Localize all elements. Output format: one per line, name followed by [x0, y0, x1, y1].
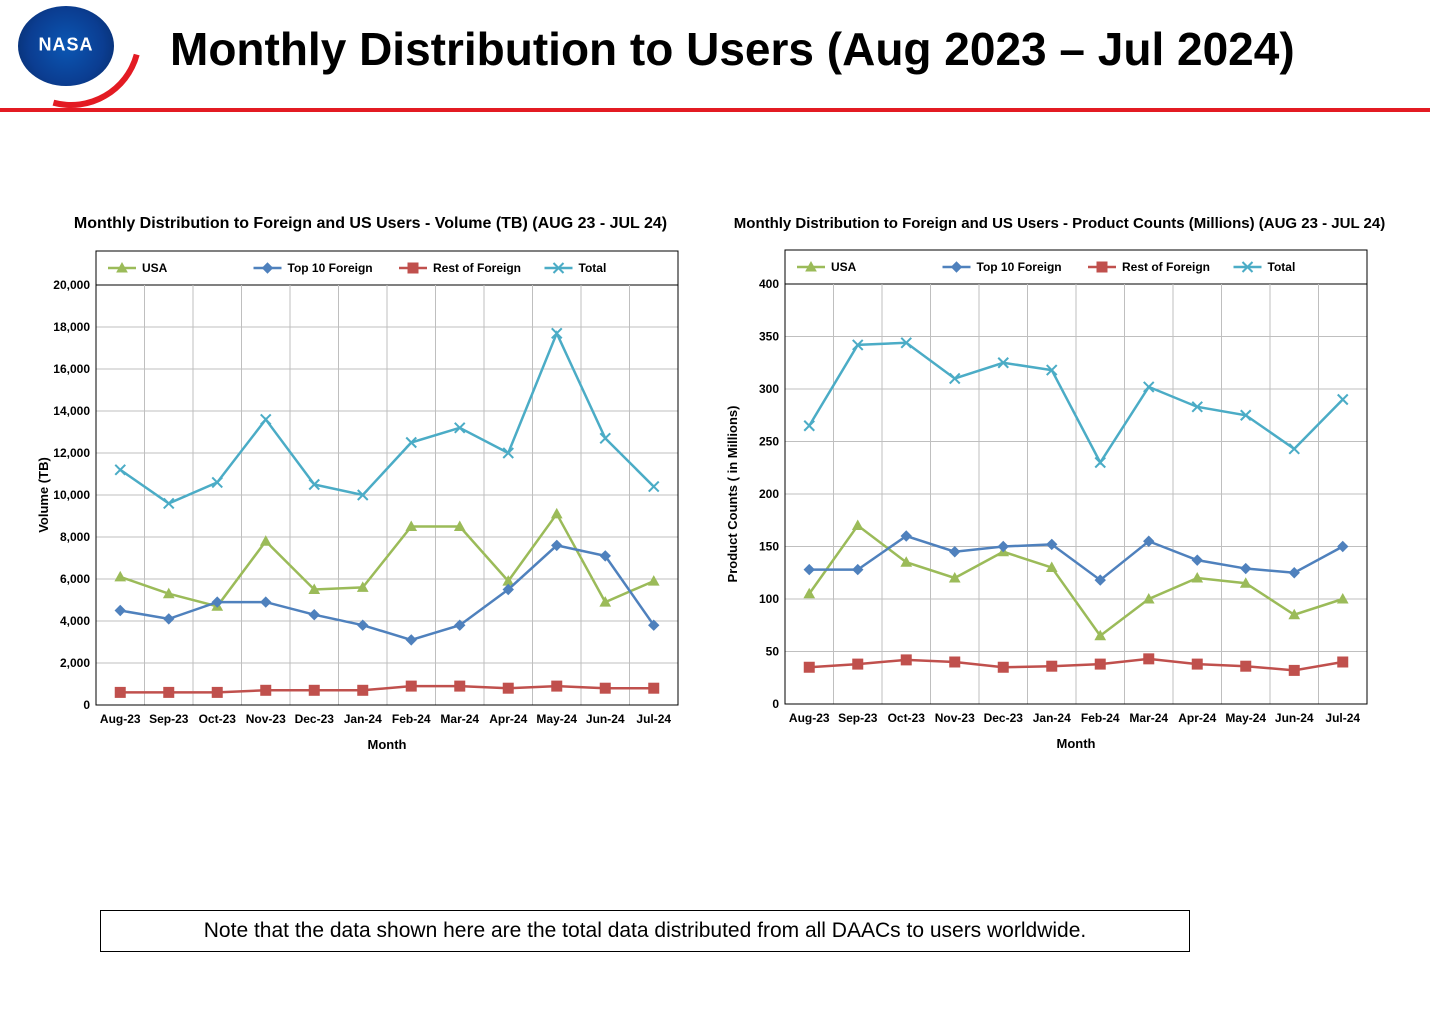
- svg-text:8,000: 8,000: [60, 530, 90, 544]
- volume-chart-title: Monthly Distribution to Foreign and US U…: [30, 215, 711, 233]
- svg-text:Jul-24: Jul-24: [1325, 711, 1360, 725]
- svg-text:14,000: 14,000: [53, 404, 90, 418]
- svg-text:Top 10 Foreign: Top 10 Foreign: [977, 260, 1062, 274]
- svg-text:0: 0: [83, 698, 90, 712]
- svg-text:USA: USA: [142, 261, 168, 275]
- svg-text:300: 300: [759, 382, 779, 396]
- volume-chart-svg: USA Top 10 Foreign Rest of Foreign Total 0 2,…: [30, 245, 690, 765]
- footer-note: Note that the data shown here are the to…: [100, 910, 1190, 952]
- svg-text:20,000: 20,000: [53, 278, 90, 292]
- svg-text:Month: Month: [1057, 736, 1096, 751]
- svg-text:Total: Total: [579, 261, 607, 275]
- svg-text:Volume (TB): Volume (TB): [36, 457, 51, 533]
- svg-text:16,000: 16,000: [53, 362, 90, 376]
- svg-text:Jun-24: Jun-24: [586, 712, 625, 726]
- svg-text:Oct-23: Oct-23: [888, 711, 926, 725]
- svg-text:Total: Total: [1268, 260, 1296, 274]
- svg-text:Rest of Foreign: Rest of Foreign: [1122, 260, 1210, 274]
- svg-text:18,000: 18,000: [53, 320, 90, 334]
- svg-text:Apr-24: Apr-24: [489, 712, 527, 726]
- product-chart-wrap: Monthly Distribution to Foreign and US U…: [719, 215, 1400, 765]
- product-chart-svg: USA Top 10 Foreign Rest of Foreign Total 0 50…: [719, 244, 1379, 764]
- svg-text:Top 10 Foreign: Top 10 Foreign: [288, 261, 373, 275]
- svg-text:250: 250: [759, 435, 779, 449]
- volume-chart: USA Top 10 Foreign Rest of Foreign Total 0 2,…: [30, 245, 690, 765]
- svg-text:Feb-24: Feb-24: [392, 712, 431, 726]
- product-chart-title: Monthly Distribution to Foreign and US U…: [719, 215, 1400, 232]
- svg-text:100: 100: [759, 592, 779, 606]
- slide: Monthly Distribution to Users (Aug 2023 …: [0, 0, 1430, 1015]
- charts-row: Monthly Distribution to Foreign and US U…: [30, 215, 1400, 765]
- svg-text:50: 50: [766, 645, 780, 659]
- svg-text:2,000: 2,000: [60, 656, 90, 670]
- svg-text:Feb-24: Feb-24: [1081, 711, 1120, 725]
- svg-text:May-24: May-24: [1225, 711, 1266, 725]
- svg-text:Jan-24: Jan-24: [1033, 711, 1071, 725]
- svg-text:May-24: May-24: [536, 712, 577, 726]
- svg-text:Sep-23: Sep-23: [838, 711, 878, 725]
- svg-text:150: 150: [759, 540, 779, 554]
- svg-text:12,000: 12,000: [53, 446, 90, 460]
- svg-text:200: 200: [759, 487, 779, 501]
- svg-text:Jun-24: Jun-24: [1275, 711, 1314, 725]
- svg-text:Month: Month: [368, 737, 407, 752]
- svg-text:USA: USA: [831, 260, 857, 274]
- svg-text:Nov-23: Nov-23: [935, 711, 975, 725]
- nasa-logo: [18, 6, 114, 86]
- svg-text:400: 400: [759, 277, 779, 291]
- svg-text:Dec-23: Dec-23: [984, 711, 1024, 725]
- svg-text:Apr-24: Apr-24: [1178, 711, 1216, 725]
- svg-text:Aug-23: Aug-23: [100, 712, 141, 726]
- svg-text:Mar-24: Mar-24: [1129, 711, 1168, 725]
- svg-text:Dec-23: Dec-23: [295, 712, 335, 726]
- svg-text:Jul-24: Jul-24: [636, 712, 671, 726]
- svg-text:Sep-23: Sep-23: [149, 712, 189, 726]
- svg-text:4,000: 4,000: [60, 614, 90, 628]
- svg-text:0: 0: [772, 697, 779, 711]
- svg-text:Oct-23: Oct-23: [199, 712, 237, 726]
- svg-text:350: 350: [759, 330, 779, 344]
- svg-text:Jan-24: Jan-24: [344, 712, 382, 726]
- svg-text:Aug-23: Aug-23: [789, 711, 830, 725]
- svg-text:Nov-23: Nov-23: [246, 712, 286, 726]
- nasa-logo-swoosh: [0, 0, 168, 134]
- svg-text:10,000: 10,000: [53, 488, 90, 502]
- svg-text:Product Counts ( in Millions): Product Counts ( in Millions): [725, 406, 740, 583]
- header-divider: [0, 108, 1430, 112]
- product-chart: USA Top 10 Foreign Rest of Foreign Total 0 50…: [719, 244, 1379, 764]
- svg-text:Mar-24: Mar-24: [440, 712, 479, 726]
- volume-chart-wrap: Monthly Distribution to Foreign and US U…: [30, 215, 711, 765]
- page-title: Monthly Distribution to Users (Aug 2023 …: [170, 22, 1295, 76]
- svg-text:Rest of Foreign: Rest of Foreign: [433, 261, 521, 275]
- svg-text:6,000: 6,000: [60, 572, 90, 586]
